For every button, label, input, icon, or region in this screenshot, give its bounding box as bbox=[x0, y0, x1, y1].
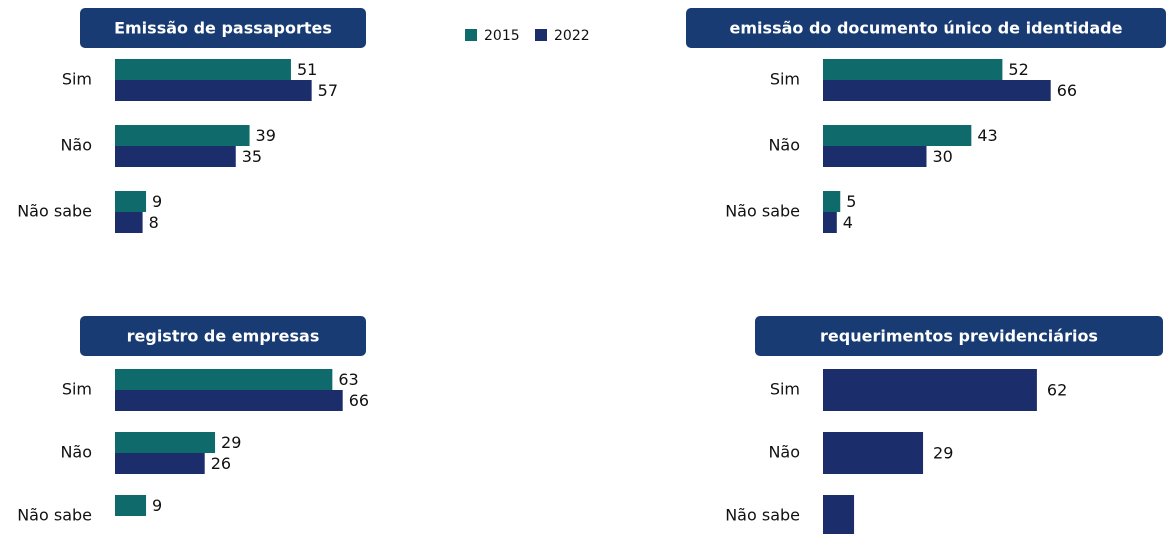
bar bbox=[823, 495, 855, 534]
chart-title: requerimentos previdenciários bbox=[820, 327, 1098, 346]
bar bbox=[115, 80, 312, 101]
bar bbox=[115, 453, 205, 474]
category-label: Não sabe bbox=[17, 506, 92, 525]
value-label: 9 bbox=[152, 496, 162, 515]
bar bbox=[115, 146, 236, 167]
value-label: 63 bbox=[338, 370, 358, 389]
category-label: Sim bbox=[770, 380, 800, 399]
category-label: Não sabe bbox=[725, 506, 800, 525]
bar bbox=[823, 146, 927, 167]
category-label: Não sabe bbox=[725, 202, 800, 221]
value-label: 51 bbox=[297, 60, 317, 79]
bar bbox=[115, 191, 147, 212]
value-label: 29 bbox=[221, 433, 241, 452]
legend-swatch bbox=[535, 29, 547, 41]
value-label: 52 bbox=[1008, 60, 1028, 79]
bar bbox=[823, 432, 924, 474]
category-label: Não sabe bbox=[17, 202, 92, 221]
bar bbox=[823, 125, 972, 146]
value-label: 26 bbox=[211, 454, 231, 473]
bar bbox=[823, 212, 837, 233]
chart-title: registro de empresas bbox=[127, 327, 320, 346]
bar bbox=[115, 495, 147, 516]
value-label: 39 bbox=[256, 126, 276, 145]
value-label: 57 bbox=[318, 81, 338, 100]
value-label: 66 bbox=[1057, 81, 1077, 100]
value-label: 66 bbox=[349, 391, 369, 410]
chart-title: Emissão de passaportes bbox=[114, 19, 332, 38]
value-label: 43 bbox=[977, 126, 997, 145]
title-box bbox=[80, 8, 366, 48]
bar bbox=[823, 59, 1003, 80]
legend-label: 2015 bbox=[484, 28, 520, 44]
value-label: 30 bbox=[933, 147, 953, 166]
category-label: Sim bbox=[62, 70, 92, 89]
value-label: 35 bbox=[242, 147, 262, 166]
bar bbox=[823, 369, 1037, 411]
category-label: Não bbox=[768, 443, 800, 462]
value-label: 8 bbox=[149, 213, 159, 232]
legend-swatch bbox=[465, 29, 477, 41]
bar bbox=[115, 125, 250, 146]
bar bbox=[115, 390, 343, 411]
category-label: Sim bbox=[62, 380, 92, 399]
value-label: 29 bbox=[933, 444, 953, 463]
bar bbox=[115, 212, 143, 233]
category-label: Não bbox=[60, 443, 92, 462]
chart-title: emissão do documento único de identidade bbox=[730, 19, 1123, 38]
value-label: 4 bbox=[843, 213, 853, 232]
category-label: Não bbox=[768, 136, 800, 155]
bar bbox=[115, 369, 333, 390]
value-label: 62 bbox=[1047, 381, 1067, 400]
title-box bbox=[755, 316, 1163, 356]
value-label: 5 bbox=[846, 192, 856, 211]
bar bbox=[115, 59, 291, 80]
category-label: Sim bbox=[770, 70, 800, 89]
bar bbox=[115, 432, 216, 453]
title-box bbox=[686, 8, 1166, 48]
title-box bbox=[80, 316, 366, 356]
bar bbox=[823, 80, 1051, 101]
legend-label: 2022 bbox=[554, 28, 590, 44]
bar bbox=[823, 191, 841, 212]
category-label: Não bbox=[60, 136, 92, 155]
value-label: 9 bbox=[152, 192, 162, 211]
